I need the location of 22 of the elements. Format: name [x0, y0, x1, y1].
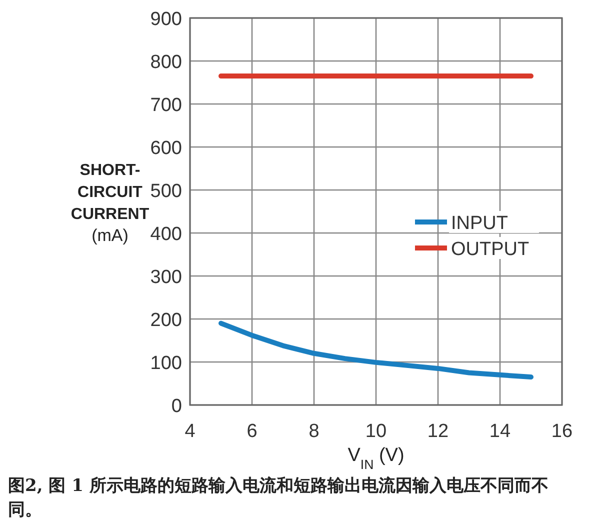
y-axis-title: SHORT- CIRCUIT CURRENT (mA) — [70, 162, 150, 245]
y-tick-label: 200 — [150, 310, 182, 331]
legend-label: OUTPUT — [451, 239, 530, 260]
x-tick-label: 4 — [184, 421, 196, 442]
y-tick-label: 300 — [150, 267, 182, 288]
y-tick-label: 0 — [171, 396, 182, 417]
x-tick-label: 8 — [308, 421, 320, 442]
y-tick-label: 800 — [150, 52, 182, 73]
y-tick-label: 100 — [150, 353, 182, 374]
x-tick-label: 6 — [246, 421, 258, 442]
y-tick-label: 500 — [150, 181, 182, 202]
x-tick-label: 14 — [489, 421, 511, 442]
y-tick-label: 400 — [150, 224, 182, 245]
y-tick-label: 900 — [150, 9, 182, 30]
x-axis-title: V$_{IN}$ (V) — [348, 445, 404, 472]
x-tick-label: 10 — [365, 421, 387, 442]
y-tick-label: 600 — [150, 138, 182, 159]
y-tick-label: 700 — [150, 95, 182, 116]
x-tick-label: 12 — [427, 421, 449, 442]
x-tick-label: 16 — [551, 421, 573, 442]
caption: 图2, 图 1 所示电路的短路输入电流和短路输出电流因输入电压不同而不同。 — [8, 475, 550, 522]
legend-label: INPUT — [451, 213, 508, 234]
